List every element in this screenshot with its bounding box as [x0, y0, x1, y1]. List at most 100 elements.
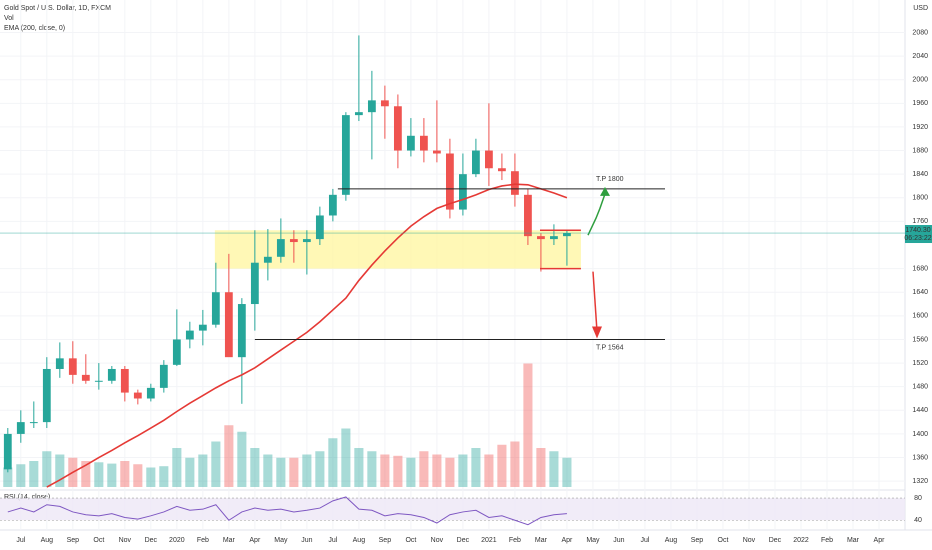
rsi-legend: RSI (14, close): [4, 494, 50, 501]
volume-bar: [3, 467, 13, 487]
volume-bar: [562, 457, 572, 487]
volume-bar: [549, 451, 559, 487]
x-tick-label: Feb: [197, 537, 209, 544]
annotation: T.P 1800: [596, 176, 624, 183]
candle-body: [16, 422, 25, 434]
candle-body: [250, 262, 259, 305]
y-tick-label: 1600: [912, 313, 928, 320]
volume-bar: [458, 454, 468, 487]
candle-body: [406, 135, 415, 151]
y-tick-label: 1360: [912, 454, 928, 461]
y-tick-label: 1400: [912, 431, 928, 438]
volume-bar: [107, 463, 117, 487]
support-zone: [214, 230, 581, 269]
volume-bar: [263, 454, 273, 487]
volume-bar: [523, 363, 533, 487]
candle-body: [367, 100, 376, 113]
y-tick-label: 1840: [912, 171, 928, 178]
x-tick-label: Jul: [328, 537, 337, 544]
volume-bar: [419, 451, 429, 487]
y-tick-label: 1640: [912, 289, 928, 296]
volume-bar: [172, 448, 182, 487]
candle-body: [380, 100, 389, 107]
candle-body: [81, 374, 90, 381]
candle-body: [459, 174, 467, 210]
candle-body: [107, 368, 116, 381]
candle-body: [211, 292, 220, 325]
volume-bar: [198, 454, 208, 487]
candle-body: [172, 339, 181, 365]
volume-bar: [211, 441, 221, 487]
candle-body: [159, 364, 168, 388]
volume-bar: [42, 451, 52, 487]
volume-bar: [367, 451, 377, 487]
candle-body: [68, 358, 77, 375]
volume-bar: [471, 448, 481, 487]
volume-bar: [185, 457, 195, 487]
y-tick-label: 1560: [912, 336, 928, 343]
candle-body: [224, 292, 233, 358]
chart-title: Gold Spot / U.S. Dollar, 1D, FXCM: [4, 5, 111, 12]
candle-body: [94, 380, 103, 382]
candle-body: [263, 256, 272, 263]
volume-bar: [445, 457, 455, 487]
x-tick-label: Apr: [249, 537, 261, 544]
x-tick-label: 2022: [793, 537, 809, 544]
x-tick-label: Jul: [640, 537, 649, 544]
y-tick-label: 1320: [912, 478, 928, 485]
y-tick-label: 1960: [912, 100, 928, 107]
candle-body: [354, 112, 363, 116]
candle-body: [29, 422, 38, 424]
currency: USD: [913, 5, 928, 12]
volume-bar: [341, 428, 351, 487]
x-tick-label: Dec: [145, 537, 158, 544]
x-tick-label: Aug: [665, 537, 678, 544]
rsi-tick-label: 80: [914, 495, 922, 502]
candle-body: [133, 392, 142, 399]
volume-bar: [380, 454, 390, 487]
y-tick-label: 1440: [912, 407, 928, 414]
candle-body: [328, 194, 337, 216]
candle-body: [302, 239, 311, 243]
candle-body: [146, 387, 155, 399]
x-tick-label: Aug: [353, 537, 366, 544]
x-tick-label: Sep: [379, 537, 392, 544]
y-tick-label: 1800: [912, 195, 928, 202]
y-tick-label: 1680: [912, 265, 928, 272]
x-tick-label: Apr: [561, 537, 573, 544]
volume-bar: [289, 457, 299, 487]
x-tick-label: Apr: [874, 537, 886, 544]
volume-bar: [315, 451, 325, 487]
candle-body: [3, 433, 12, 470]
x-tick-label: Jul: [16, 537, 25, 544]
volume-bar: [328, 438, 338, 487]
last-price: 1740.30: [905, 227, 930, 234]
x-tick-label: Sep: [691, 537, 704, 544]
candle-body: [276, 239, 285, 257]
x-tick-label: Dec: [769, 537, 782, 544]
x-tick-label: Mar: [223, 537, 236, 544]
y-tick-label: 2000: [912, 77, 928, 84]
candle-body: [185, 330, 194, 340]
x-tick-label: Sep: [67, 537, 80, 544]
arrow-down: [592, 271, 598, 332]
rsi-line: [7, 496, 567, 526]
candle-body: [524, 194, 532, 237]
x-tick-label: Dec: [457, 537, 470, 544]
arrow-up: [587, 193, 606, 236]
ema-line: [46, 183, 568, 488]
candle-body: [341, 115, 350, 195]
candle-body: [563, 233, 571, 237]
volume-bar: [94, 462, 104, 487]
x-tick-label: May: [274, 537, 288, 544]
countdown: 06:23:22: [904, 235, 931, 242]
y-tick-label: 1520: [912, 360, 928, 367]
price-label-box: [905, 225, 932, 244]
y-tick-label: 1920: [912, 124, 928, 131]
volume-bar: [276, 457, 286, 487]
rsi-band: [0, 498, 905, 521]
volume-bar: [146, 467, 156, 487]
candle-body: [550, 236, 558, 240]
arrow-up-head: [600, 186, 610, 196]
